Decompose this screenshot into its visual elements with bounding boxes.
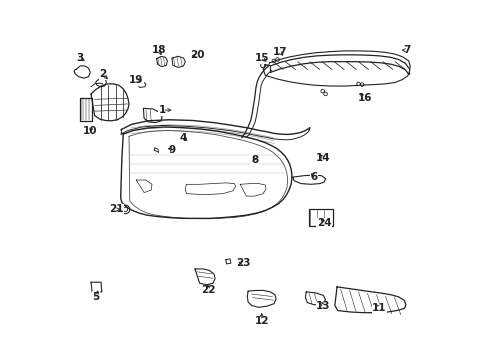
Text: 16: 16 — [357, 93, 371, 103]
Text: 4: 4 — [180, 133, 187, 143]
Text: 2: 2 — [99, 69, 106, 79]
Text: 1: 1 — [158, 105, 165, 115]
Text: 8: 8 — [250, 155, 258, 165]
Text: 14: 14 — [315, 153, 330, 163]
Text: 11: 11 — [371, 303, 386, 314]
Text: 3: 3 — [77, 53, 84, 63]
Text: 24: 24 — [316, 218, 331, 228]
Text: 21: 21 — [109, 204, 123, 215]
Text: 7: 7 — [402, 45, 409, 55]
Text: 15: 15 — [254, 53, 268, 63]
Text: 20: 20 — [189, 50, 204, 60]
Text: 19: 19 — [129, 75, 143, 85]
Text: 6: 6 — [310, 172, 317, 182]
Text: 22: 22 — [200, 285, 215, 296]
Text: 10: 10 — [82, 126, 97, 135]
Text: 9: 9 — [168, 144, 175, 154]
Text: 23: 23 — [236, 258, 250, 268]
Text: 5: 5 — [92, 292, 99, 302]
Text: 17: 17 — [272, 46, 286, 57]
Text: 18: 18 — [152, 45, 166, 55]
Text: 12: 12 — [254, 316, 268, 325]
Text: 13: 13 — [316, 301, 330, 311]
Bar — [308, 210, 333, 226]
